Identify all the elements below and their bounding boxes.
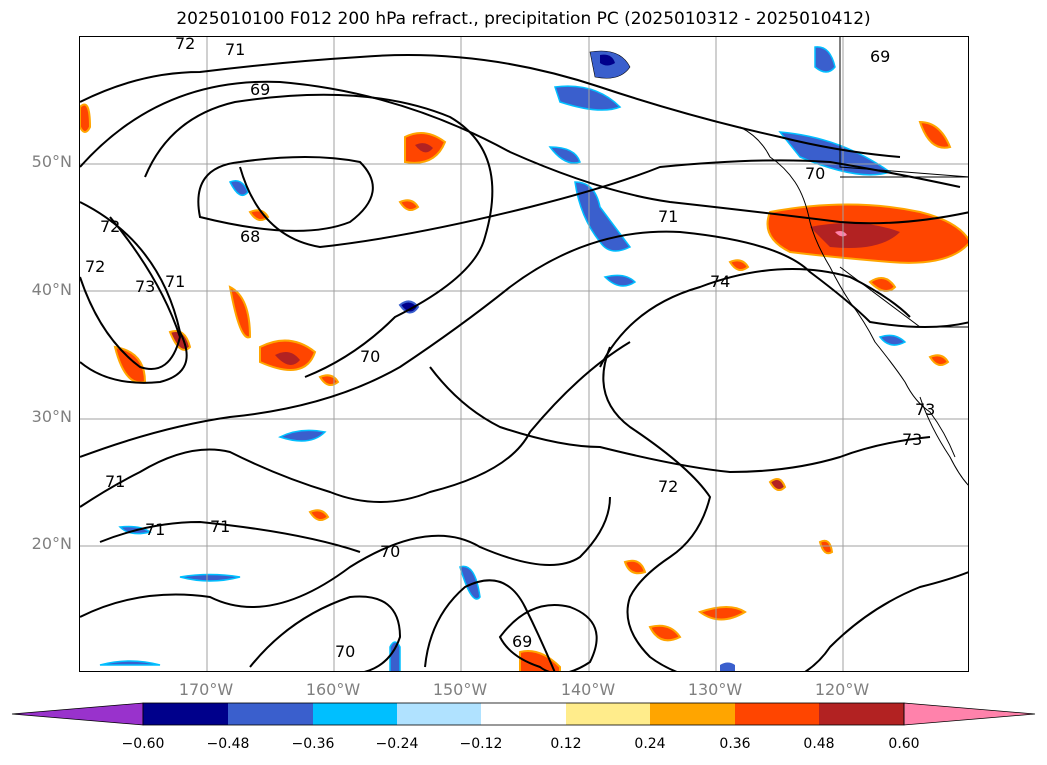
colorbar-segment	[313, 703, 397, 725]
colorbar-segment	[397, 703, 481, 725]
contour-label: 69	[250, 80, 270, 99]
colorbar-tick-label: −0.48	[206, 736, 250, 752]
height-contours	[80, 54, 968, 671]
colorbar-outline	[142, 702, 905, 726]
map-canvas: 72 71 69 68 72 73 71 72 70 71 74 70 69 7…	[80, 37, 968, 671]
contour-label: 70	[380, 542, 400, 561]
colorbar	[11, 702, 1036, 726]
contour-label: 69	[512, 632, 532, 651]
contour-label: 73	[902, 430, 922, 449]
colorbar-tick-label: −0.36	[291, 736, 335, 752]
contour-label: 71	[145, 520, 165, 539]
lon-label-120w: 120°W	[814, 680, 870, 699]
contour-label: 68	[240, 227, 260, 246]
colorbar-tick-label: 0.60	[888, 736, 920, 752]
colorbar-tick-label: 0.48	[803, 736, 835, 752]
lat-label-20n: 20°N	[31, 534, 72, 553]
contour-label: 72	[100, 217, 120, 236]
contour-label-group: 72 71 69 68 72 73 71 72 70 71 74 70 69 7…	[85, 37, 935, 661]
colorbar-segment	[735, 703, 819, 725]
precip-positive-areas	[80, 103, 968, 671]
colorbar-segment	[903, 702, 1036, 726]
colorbar-segment	[11, 702, 144, 726]
colorbar-tick-label: −0.24	[375, 736, 419, 752]
contour-label: 71	[225, 40, 245, 59]
contour-label: 72	[85, 257, 105, 276]
contour-label: 69	[870, 47, 890, 66]
lon-label-130w: 130°W	[687, 680, 743, 699]
contour-label: 71	[105, 472, 125, 491]
precip-negative-areas	[99, 46, 907, 671]
contour-label: 70	[360, 347, 380, 366]
colorbar-segment	[566, 703, 650, 725]
colorbar-tick-label: −0.12	[459, 736, 503, 752]
graticule	[80, 37, 968, 671]
map-panel: 72 71 69 68 72 73 71 72 70 71 74 70 69 7…	[79, 36, 969, 672]
colorbar-segment	[481, 703, 566, 725]
lon-label-140w: 140°W	[560, 680, 616, 699]
colorbar-segment	[650, 703, 735, 725]
lat-label-30n: 30°N	[31, 407, 72, 426]
lat-label-50n: 50°N	[31, 152, 72, 171]
contour-label: 73	[135, 277, 155, 296]
contour-label: 72	[175, 37, 195, 53]
contour-label: 70	[335, 642, 355, 661]
lon-label-170w: 170°W	[178, 680, 234, 699]
colorbar-tick-label: −0.60	[121, 736, 165, 752]
lat-label-40n: 40°N	[31, 280, 72, 299]
colorbar-tick-label: 0.24	[634, 736, 666, 752]
colorbar-tick-label: 0.36	[719, 736, 751, 752]
contour-label: 71	[165, 272, 185, 291]
contour-label: 74	[710, 272, 730, 291]
contour-label: 72	[658, 477, 678, 496]
contour-label: 73	[915, 400, 935, 419]
colorbar-segment	[228, 703, 313, 725]
lon-label-150w: 150°W	[432, 680, 488, 699]
colorbar-segment	[143, 703, 228, 725]
contour-label: 71	[658, 207, 678, 226]
coastlines	[739, 37, 968, 486]
colorbar-tick-label: 0.12	[550, 736, 582, 752]
map-title: 2025010100 F012 200 hPa refract., precip…	[176, 9, 871, 29]
lon-label-160w: 160°W	[305, 680, 361, 699]
contour-label: 70	[805, 164, 825, 183]
contour-label: 71	[210, 517, 230, 536]
colorbar-segment	[819, 703, 904, 725]
